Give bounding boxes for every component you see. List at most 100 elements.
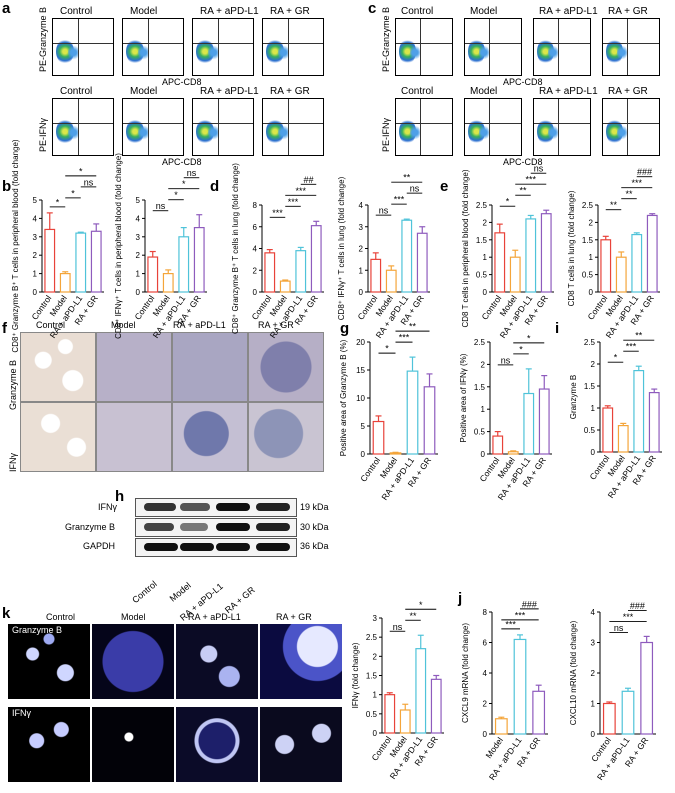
- y-tick-label: 0: [591, 448, 596, 457]
- ihc-col-ra-gr: RA + GR: [258, 320, 294, 330]
- y-tick-label: 3: [359, 223, 364, 232]
- y-tick-label: 3: [373, 614, 378, 623]
- fluor-image: [8, 624, 90, 699]
- flow-panel-c: PE-Granzyme B Control Model RA + aPD-L1 RA +…: [365, 0, 675, 178]
- significance-label: **: [610, 200, 618, 210]
- bar: [416, 232, 428, 293]
- bar: [621, 690, 635, 735]
- fluor-col-ra-apdl1: RA + aPD-L1: [188, 612, 241, 622]
- flow-scatter-plot: [395, 18, 453, 76]
- flow-scatter-plot: [533, 98, 591, 156]
- flow-group-title: Model: [130, 6, 158, 17]
- western-blot-panel: IFNγ Granzyme B GAPDH 19 kDa 30 kDa 36 k…: [50, 495, 340, 623]
- significance-label: ns: [379, 206, 389, 216]
- significance-label: ***: [515, 610, 526, 620]
- y-axis-label: CXCL10 mRNA (fold change): [569, 620, 578, 725]
- bar: [615, 256, 627, 293]
- y-tick-label: 2: [359, 245, 364, 254]
- y-tick-label: 2: [373, 652, 378, 661]
- panel-label-b: b: [2, 178, 12, 195]
- bar: [406, 370, 419, 455]
- bar: [295, 250, 307, 293]
- significance-label: *: [506, 197, 510, 207]
- y-axis-label: CD8⁺ Granzyme B⁺ T cells in peripheral b…: [11, 139, 20, 352]
- y-tick-label: 0: [136, 288, 141, 297]
- bar: [423, 386, 436, 455]
- bar: [631, 233, 643, 293]
- flow-scatter-plot: [464, 98, 522, 156]
- flow-scatter-plot: [52, 18, 114, 76]
- flow-group-title: RA + aPD-L1: [200, 86, 259, 97]
- y-tick-label: 10: [356, 394, 365, 403]
- significance-label: **: [625, 189, 633, 199]
- ihc-image: [96, 332, 172, 402]
- y-tick-label: 0.5: [474, 428, 486, 437]
- wb-kda-ifn: 19 kDa: [300, 502, 329, 512]
- y-tick-label: 1.5: [582, 236, 594, 245]
- y-tick-label: 0: [253, 288, 258, 297]
- y-tick-label: 2.5: [582, 201, 594, 210]
- significance-label: ns: [393, 622, 403, 632]
- y-tick-label: 6: [483, 639, 488, 648]
- y-tick-label: 3: [33, 233, 38, 242]
- panel-label-c: c: [368, 0, 377, 17]
- fluor-image: [92, 624, 174, 699]
- significance-label: ###: [630, 601, 645, 611]
- significance-label: ##: [303, 175, 313, 185]
- flow-group-title: Model: [470, 86, 498, 97]
- y-tick-label: 0: [481, 450, 486, 459]
- bar: [59, 273, 71, 293]
- wb-kda-gapdh: 36 kDa: [300, 541, 329, 551]
- y-axis-label: Positive area of Granzyme B (%): [339, 339, 348, 456]
- y-tick-label: 1: [33, 270, 38, 279]
- significance-label: **: [519, 186, 527, 196]
- y-axis-label: CD8⁺ IFNγ⁺ T cells in lung (fold change): [337, 176, 346, 320]
- significance-label: **: [403, 173, 411, 183]
- bar: [385, 269, 397, 293]
- y-axis-label: Positive area of IFNγ (%): [459, 353, 468, 442]
- wb-blot-ifn: [135, 498, 297, 517]
- y-tick-label: 0: [591, 730, 596, 739]
- fluor-image: [176, 707, 258, 782]
- significance-label: ns: [84, 177, 94, 187]
- bar: [162, 273, 174, 293]
- significance-label: ***: [272, 208, 283, 218]
- panel-label-g: g: [340, 320, 350, 337]
- ihc-image: [20, 402, 96, 472]
- significance-label: ***: [399, 333, 410, 343]
- significance-label: ns: [187, 168, 197, 178]
- flow-group-title: RA + aPD-L1: [539, 86, 598, 97]
- y-tick-label: 15: [356, 366, 365, 375]
- y-tick-label: 2.5: [476, 201, 488, 210]
- y-tick-label: 0: [483, 288, 488, 297]
- panel-label-k: k: [2, 605, 11, 622]
- flow-group-title: RA + GR: [270, 6, 310, 17]
- significance-label: ***: [626, 342, 637, 352]
- significance-label: **: [635, 331, 643, 341]
- bar: [640, 641, 654, 735]
- y-tick-label: 3: [591, 639, 596, 648]
- y-tick-label: 4: [483, 669, 488, 678]
- flow-scatter-plot: [464, 18, 522, 76]
- y-tick-label: 0: [589, 288, 594, 297]
- bar: [600, 239, 612, 293]
- flow-group-title: RA + GR: [270, 86, 310, 97]
- fluor-image: [8, 707, 90, 782]
- y-tick-label: 1: [481, 405, 486, 414]
- flow-scatter-plot: [52, 98, 114, 156]
- bar: [384, 694, 396, 734]
- bar: [494, 232, 506, 293]
- fluor-image: [260, 624, 342, 699]
- y-tick-label: 0: [373, 729, 378, 738]
- bar: [44, 228, 56, 293]
- y-axis-label: IFNγ (fold change): [351, 642, 360, 708]
- flow-group-title: RA + GR: [608, 6, 648, 17]
- y-tick-label: 0.5: [476, 271, 488, 280]
- y-tick-label: 1.5: [476, 236, 488, 245]
- bar: [633, 370, 645, 453]
- y-axis-label: CXCL9 mRNA (fold change): [461, 623, 470, 723]
- bar: [507, 451, 519, 455]
- flow-scatter-plot: [122, 18, 184, 76]
- y-axis-label: CD8⁺ Granzyme B⁺ T cells in lung (fold c…: [231, 163, 240, 334]
- fluor-row-ifn: IFNγ: [12, 708, 31, 718]
